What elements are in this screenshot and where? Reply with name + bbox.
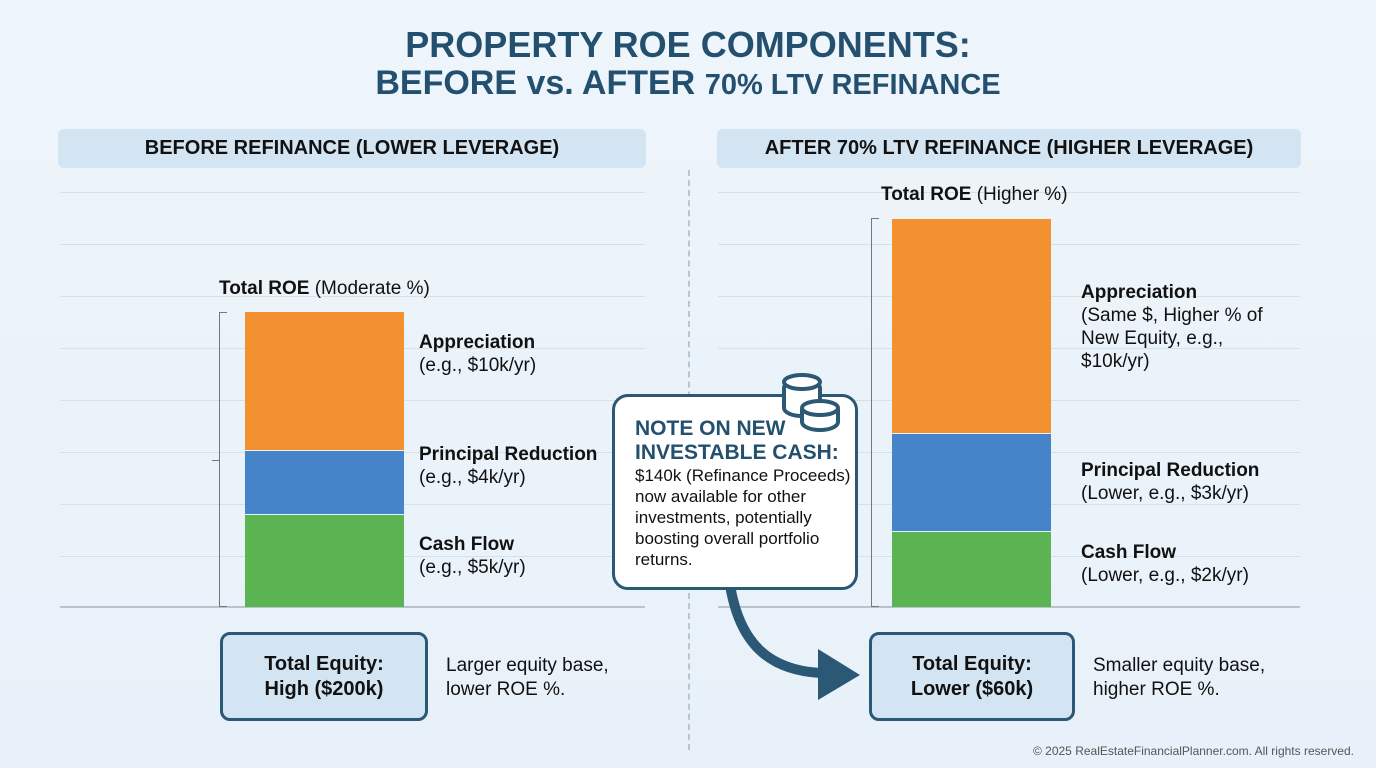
title-big: BEFORE vs. AFTER [375,64,696,102]
equity-note-after: Smaller equity base, higher ROE %. [1093,655,1266,700]
bar-segment-principal-reduction [245,451,404,514]
bar-segment-appreciation [892,219,1051,433]
copyright: © 2025 RealEstateFinancialPlanner.com. A… [1032,744,1354,758]
chart-title-line2: BEFORE vs. AFTER 70% LTV REFINANCE [0,64,1376,103]
total-roe-label-before: Total ROE (Moderate %) [219,278,430,299]
gridline [60,296,645,297]
label-appreciation-before: Appreciation (e.g., $10k/yr) [419,332,537,376]
label-principal-before: Principal Reduction (e.g., $4k/yr) [419,444,598,488]
bracket-tick [212,460,220,461]
bar-segment-principal-reduction [892,434,1051,531]
gridline [718,192,1300,193]
roe-bracket-before [219,312,227,607]
label-principal-after: Principal Reduction (Lower, e.g., $3k/yr) [1081,460,1260,504]
panel-header-after: AFTER 70% LTV REFINANCE (HIGHER LEVERAGE… [717,129,1301,168]
gridline [60,244,645,245]
bar-segment-appreciation [245,312,404,450]
bar-segment-cash-flow [892,532,1051,607]
gridline [60,192,645,193]
note-title: NOTE ON NEW INVESTABLE CASH: [635,417,839,464]
total-equity-box-after: Total Equity: Lower ($60k) [869,632,1075,721]
baseline-axis [60,606,645,608]
title-small: 70% LTV REFINANCE [704,69,1001,101]
total-equity-box-before: Total Equity: High ($200k) [220,632,428,721]
equity-note-before: Larger equity base, lower ROE %. [446,655,609,700]
note-callout: NOTE ON NEW INVESTABLE CASH: $140k (Refi… [612,394,858,590]
coins-icon [782,373,840,432]
panel-header-before: BEFORE REFINANCE (LOWER LEVERAGE) [58,129,646,168]
label-cashflow-before: Cash Flow (e.g., $5k/yr) [419,534,526,578]
label-cashflow-after: Cash Flow (Lower, e.g., $2k/yr) [1081,542,1249,586]
stacked-bar-before [245,311,404,607]
stacked-bar-after [892,218,1051,607]
note-body: $140k (Refinance Proceeds) now available… [635,466,851,569]
total-roe-label-after: Total ROE (Higher %) [881,184,1068,205]
label-appreciation-after: Appreciation (Same $, Higher % of New Equ… [1081,282,1263,372]
curved-arrow-icon [725,585,860,700]
baseline-axis [718,606,1300,608]
bar-segment-cash-flow [245,515,404,607]
chart-title-line1: PROPERTY ROE COMPONENTS: [405,24,971,65]
roe-bracket-after [871,218,879,607]
